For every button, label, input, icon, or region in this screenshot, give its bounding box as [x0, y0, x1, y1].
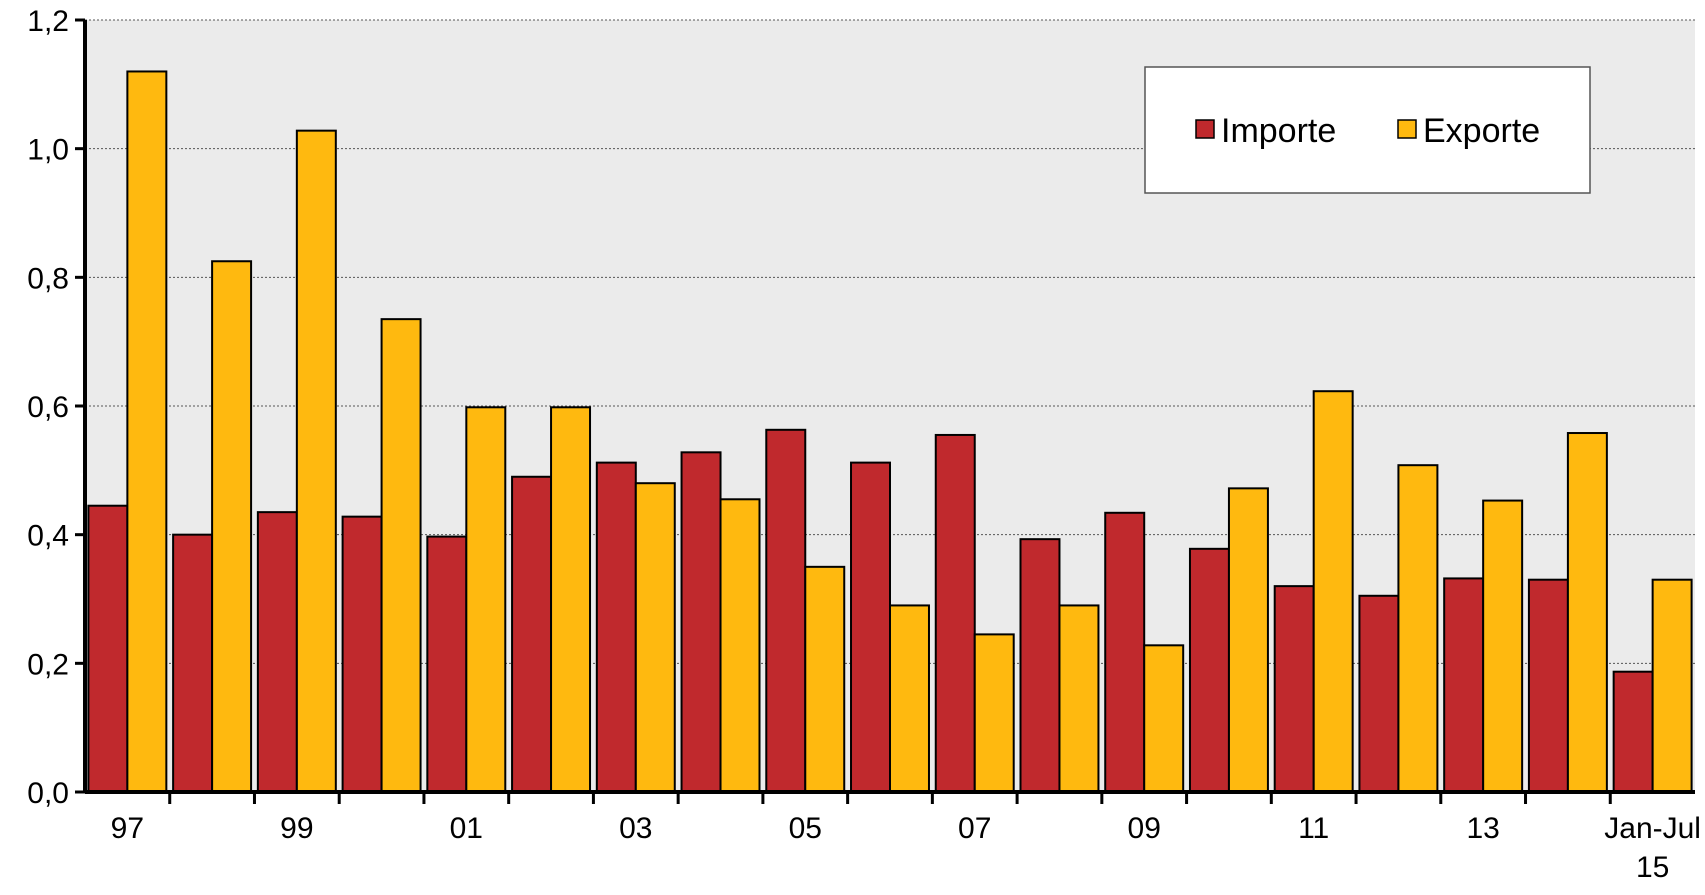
y-tick-label: 0,4 — [27, 520, 69, 553]
legend-label-exporte: Exporte — [1423, 112, 1540, 150]
bar-exporte-16 — [1482, 499, 1524, 793]
bar-importe-5 — [511, 475, 553, 793]
x-tick-label: 05 — [789, 812, 822, 845]
bar-importe-13 — [1188, 547, 1230, 793]
bar-exporte-1 — [211, 260, 253, 793]
x-tick-label: 03 — [619, 812, 652, 845]
bar-importe-2 — [256, 511, 298, 794]
y-tick-label: 1,2 — [27, 5, 69, 38]
bar-exporte-5 — [550, 406, 592, 793]
bar-importe-7 — [680, 451, 722, 793]
x-tick-label: 99 — [280, 812, 313, 845]
bar-importe-1 — [172, 533, 214, 794]
y-tick-label: 0,0 — [27, 777, 69, 810]
y-tick-label: 1,0 — [27, 134, 69, 167]
bar-importe-9 — [850, 461, 892, 793]
bar-exporte-13 — [1227, 487, 1269, 793]
bar-importe-18 — [1612, 670, 1654, 793]
x-tick-label: Jan-Jul — [1604, 812, 1701, 845]
legend-label-importe: Importe — [1221, 112, 1336, 150]
bar-exporte-11 — [1058, 604, 1100, 794]
bar-importe-6 — [595, 461, 637, 793]
bar-importe-17 — [1527, 578, 1569, 794]
bar-exporte-14 — [1312, 390, 1354, 793]
legend-swatch-importe — [1195, 119, 1215, 139]
bar-exporte-2 — [295, 129, 337, 794]
bar-importe-4 — [426, 535, 468, 794]
legend-swatch-exporte — [1397, 119, 1417, 139]
bar-importe-3 — [341, 515, 383, 793]
bar-exporte-12 — [1143, 644, 1185, 793]
bar-exporte-3 — [380, 318, 422, 793]
bar-exporte-0 — [126, 70, 168, 793]
bar-importe-0 — [87, 504, 129, 793]
y-tick-label: 0,6 — [27, 391, 69, 424]
bar-exporte-4 — [465, 406, 507, 793]
x-tick-label: 97 — [111, 812, 144, 845]
y-tick-label: 0,2 — [27, 648, 69, 681]
bar-exporte-9 — [889, 604, 930, 794]
bar-exporte-6 — [634, 482, 676, 793]
bar-importe-8 — [765, 428, 807, 793]
y-tick-label: 0,8 — [27, 262, 69, 295]
x-tick-label: 01 — [450, 812, 483, 845]
x-tick-labels: 97 99 01 03 05 07 09 11 13 Jan-Jul 15 — [111, 792, 1701, 884]
bar-importe-11 — [1019, 538, 1061, 793]
y-tick-labels: 0,0 0,2 0,4 0,6 0,8 1,0 1,2 — [27, 5, 85, 810]
x-tick-label: 11 — [1298, 812, 1329, 845]
x-tick-label: 09 — [1128, 812, 1161, 845]
x-tick-label: 07 — [958, 812, 991, 845]
bars — [87, 70, 1693, 794]
bar-exporte-17 — [1566, 432, 1608, 793]
bar-exporte-7 — [719, 498, 761, 793]
bar-exporte-8 — [804, 565, 846, 793]
bar-exporte-15 — [1397, 464, 1439, 793]
bar-importe-15 — [1358, 594, 1400, 793]
bar-importe-12 — [1104, 511, 1146, 793]
bar-importe-10 — [934, 433, 976, 793]
bar-exporte-18 — [1651, 578, 1693, 794]
x-tick-label: 13 — [1466, 812, 1499, 845]
legend: Importe Exporte — [1144, 66, 1591, 194]
bar-exporte-10 — [973, 633, 1015, 794]
bar-importe-14 — [1273, 585, 1315, 794]
x-tick-label-line2: 15 — [1636, 851, 1669, 884]
bar-importe-16 — [1443, 577, 1485, 793]
legend-box — [1144, 66, 1591, 194]
